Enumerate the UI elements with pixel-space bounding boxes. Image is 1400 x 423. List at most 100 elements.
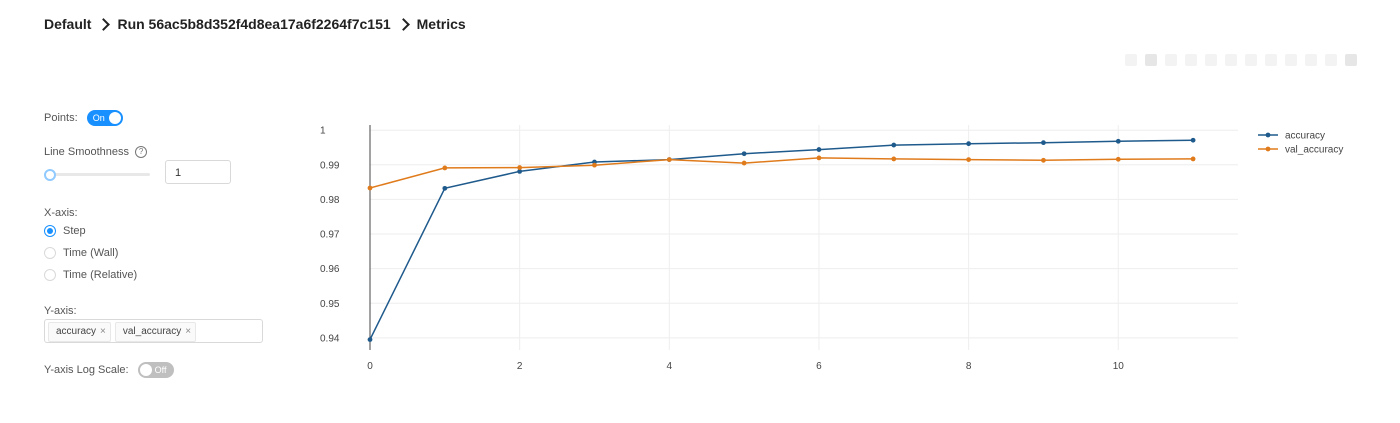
data-point-accuracy — [1190, 137, 1196, 143]
data-point-val_accuracy — [1190, 156, 1196, 162]
points-label: Points: — [44, 111, 78, 124]
zoom-icon[interactable] — [1145, 54, 1157, 66]
xaxis-option-label: Time (Wall) — [63, 247, 119, 259]
legend-label-val_accuracy: val_accuracy — [1285, 145, 1343, 156]
xaxis-option-step[interactable]: Step — [44, 225, 86, 238]
data-point-accuracy — [666, 157, 672, 163]
plot-toolbar — [1125, 54, 1357, 66]
data-point-val_accuracy — [816, 155, 822, 161]
spike-lines-icon[interactable] — [1305, 54, 1317, 66]
data-point-val_accuracy — [741, 160, 747, 166]
x-tick-label: 6 — [816, 361, 822, 372]
zoom-in-icon[interactable] — [1225, 54, 1237, 66]
legend-marker-accuracy — [1265, 132, 1271, 138]
data-point-val_accuracy — [1115, 156, 1121, 162]
data-point-accuracy — [592, 159, 597, 165]
xaxis-option-time-relative[interactable]: Time (Relative) — [44, 269, 138, 282]
pan-icon[interactable] — [1165, 54, 1177, 66]
breadcrumb-experiment-link[interactable]: Default — [44, 16, 92, 32]
yaxis-label: Y-axis: — [44, 305, 77, 317]
smoothness-label: Line Smoothness — [44, 146, 129, 158]
data-point-val_accuracy — [592, 162, 597, 168]
data-point-val_accuracy — [517, 165, 523, 170]
xaxis-option-label: Time (Relative) — [63, 269, 138, 281]
zoom-out-icon[interactable] — [1245, 54, 1257, 66]
smoothness-input[interactable]: 1 — [165, 160, 231, 184]
autoscale-icon[interactable] — [1265, 54, 1277, 66]
breadcrumb: Default Run 56ac5b8d352f4d8ea17a6f2264f7… — [44, 14, 466, 34]
smoothness-slider-track[interactable] — [48, 173, 150, 176]
breadcrumb-page-title: Metrics — [416, 16, 466, 32]
radio-icon[interactable] — [44, 247, 56, 260]
data-point-accuracy — [1115, 138, 1121, 144]
question-circle-icon[interactable]: ? — [135, 146, 148, 159]
toggle-knob — [139, 364, 152, 376]
y-tick-label: 0.97 — [320, 230, 340, 241]
yaxis-metric-select[interactable]: accuracy × val_accuracy × — [44, 319, 263, 343]
data-point-accuracy — [741, 151, 747, 157]
y-tick-label: 0.99 — [320, 160, 340, 171]
log-scale-toggle-text: Off — [154, 365, 167, 375]
points-control: Points: On — [44, 110, 123, 126]
xaxis-option-time-wall[interactable]: Time (Wall) — [44, 247, 119, 260]
data-point-accuracy — [367, 337, 373, 343]
x-tick-label: 2 — [517, 361, 523, 372]
x-tick-label: 8 — [966, 361, 972, 372]
y-tick-label: 0.98 — [320, 195, 340, 206]
points-toggle-text: On — [92, 113, 105, 123]
radio-icon[interactable] — [44, 269, 56, 282]
xaxis-label: X-axis: — [44, 207, 78, 219]
data-point-val_accuracy — [891, 156, 897, 162]
data-point-accuracy — [891, 142, 897, 148]
hover-closest-icon[interactable] — [1325, 54, 1337, 66]
data-point-val_accuracy — [442, 165, 448, 171]
data-point-val_accuracy — [666, 157, 672, 163]
data-point-val_accuracy — [1041, 157, 1046, 163]
legend-marker-val_accuracy — [1265, 146, 1271, 152]
data-point-accuracy — [442, 185, 448, 191]
box-select-icon[interactable] — [1185, 54, 1197, 66]
log-scale-label: Y-axis Log Scale: — [44, 363, 129, 376]
chevron-right-icon — [97, 17, 111, 31]
chart-legend: accuracy val_accuracy — [1258, 131, 1343, 156]
y-tick-label: 0.96 — [320, 264, 340, 275]
camera-icon[interactable] — [1125, 54, 1137, 66]
legend-label-accuracy: accuracy — [1285, 131, 1325, 142]
data-point-accuracy — [1041, 140, 1046, 146]
y-tick-label: 1 — [320, 126, 326, 137]
data-point-val_accuracy — [966, 157, 972, 163]
breadcrumb-run-link[interactable]: Run 56ac5b8d352f4d8ea17a6f2264f7c151 — [117, 16, 391, 32]
x-tick-label: 10 — [1113, 361, 1125, 372]
yaxis-tag-accuracy: accuracy × — [48, 322, 111, 342]
tag-label: val_accuracy — [122, 326, 182, 337]
data-point-accuracy — [966, 141, 972, 147]
x-tick-label: 0 — [367, 361, 373, 372]
data-point-accuracy — [816, 147, 822, 152]
points-toggle[interactable]: On — [86, 110, 123, 126]
y-tick-label: 0.95 — [320, 299, 340, 310]
log-scale-control: Y-axis Log Scale: Off — [44, 362, 174, 378]
xaxis-option-label: Step — [63, 225, 86, 237]
chart-grid — [370, 125, 1238, 350]
series-line-val_accuracy — [369, 157, 1194, 189]
tag-label: accuracy — [56, 326, 97, 337]
chevron-right-icon — [396, 17, 410, 31]
lasso-select-icon[interactable] — [1205, 54, 1217, 66]
toggle-knob — [108, 112, 121, 124]
hover-compare-icon[interactable] — [1345, 54, 1357, 66]
reset-axes-icon[interactable] — [1285, 54, 1297, 66]
y-tick-label: 0.94 — [320, 333, 340, 344]
data-point-accuracy — [517, 168, 523, 174]
smoothness-control: Line Smoothness ? — [44, 146, 148, 159]
close-icon[interactable]: × — [185, 326, 192, 337]
chart-series — [367, 137, 1196, 343]
series-line-accuracy — [369, 139, 1194, 340]
close-icon[interactable]: × — [100, 326, 106, 337]
yaxis-tag-val-accuracy: val_accuracy × — [114, 322, 197, 342]
smoothness-slider-handle[interactable] — [44, 169, 56, 181]
radio-checked-icon[interactable] — [44, 225, 56, 238]
log-scale-toggle[interactable]: Off — [137, 362, 174, 378]
x-tick-label: 4 — [667, 361, 673, 372]
data-point-val_accuracy — [367, 185, 373, 191]
